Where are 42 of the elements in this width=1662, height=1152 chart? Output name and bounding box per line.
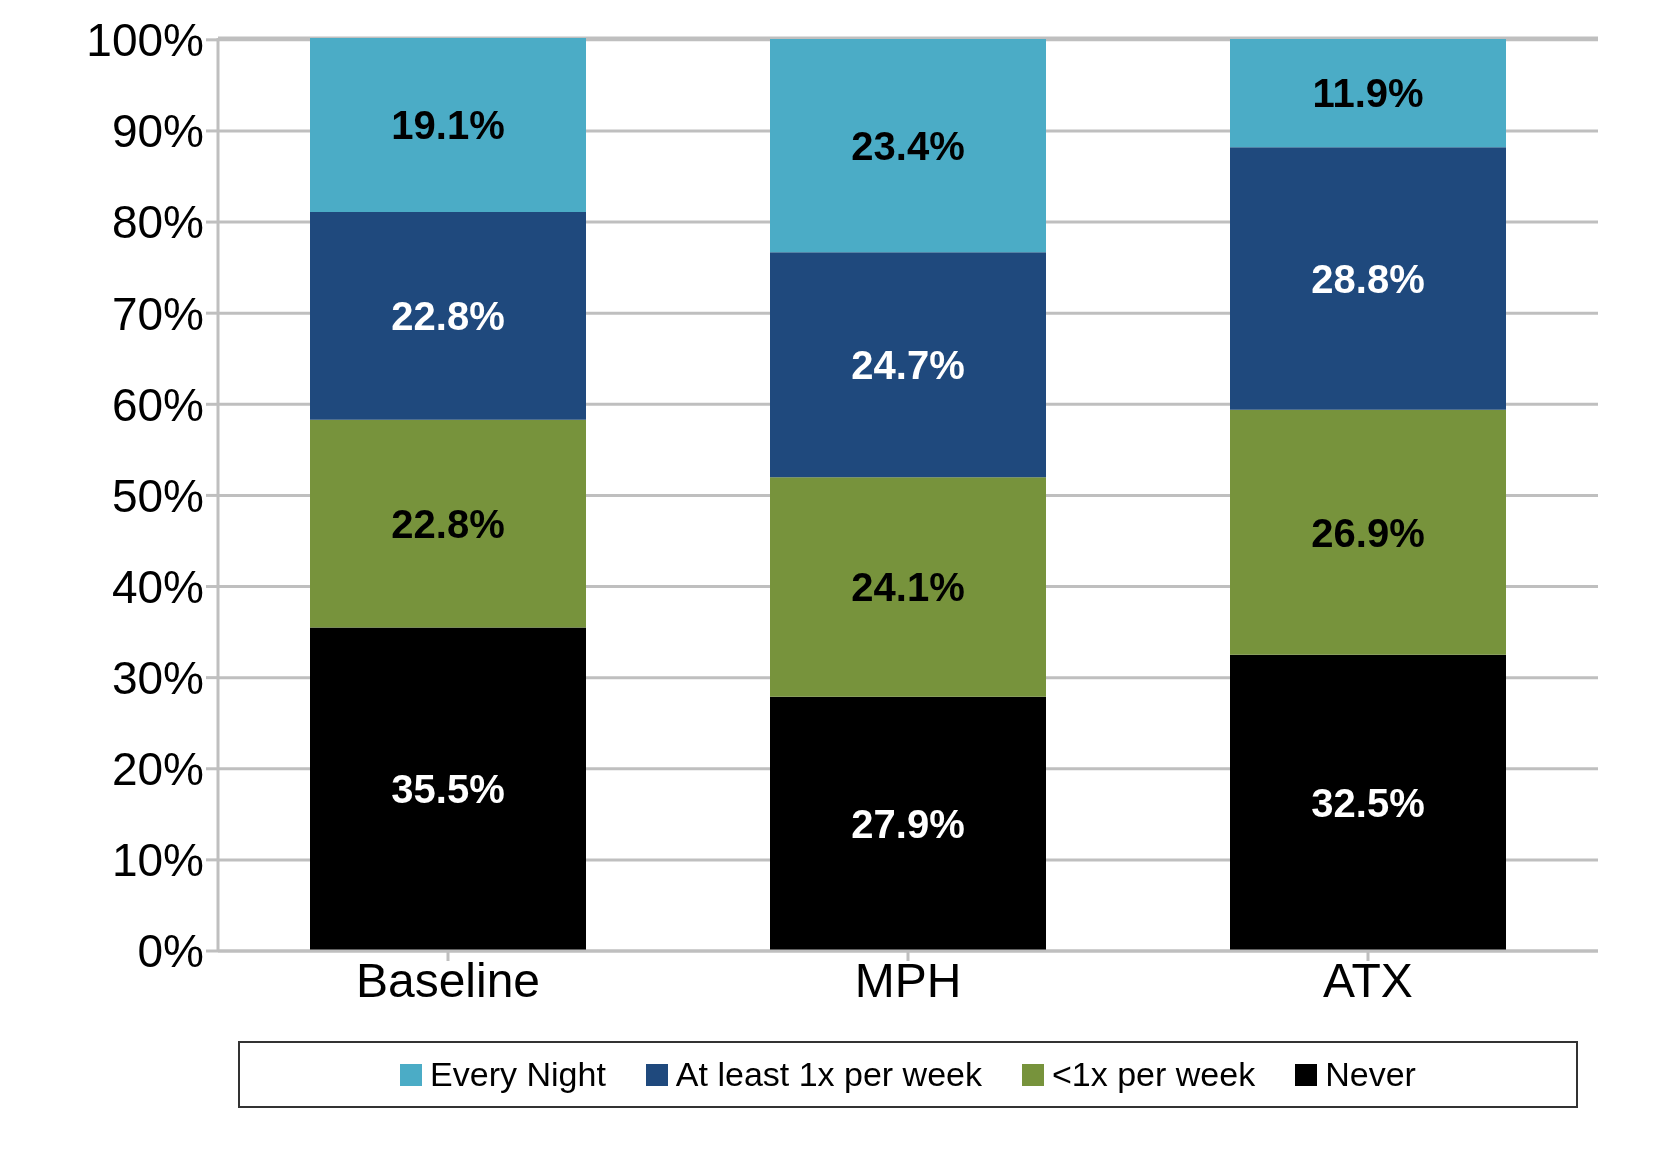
y-tick-label: 40% bbox=[111, 560, 204, 613]
legend-label: Every Night bbox=[429, 1055, 606, 1094]
bar bbox=[310, 627, 586, 951]
data-label: 22.8% bbox=[391, 294, 505, 339]
data-label: 19.1% bbox=[391, 103, 505, 148]
data-label: 27.9% bbox=[851, 802, 965, 847]
data-label: 22.8% bbox=[391, 501, 505, 546]
y-tick-label: 60% bbox=[111, 378, 204, 431]
bar bbox=[770, 252, 1046, 478]
data-label: 24.7% bbox=[851, 342, 965, 387]
data-label: 26.9% bbox=[1311, 510, 1425, 555]
data-label: 32.5% bbox=[1311, 781, 1425, 826]
y-tick-label: 70% bbox=[111, 287, 204, 340]
bar bbox=[770, 477, 1046, 697]
y-tick-label: 100% bbox=[86, 14, 204, 67]
bar bbox=[310, 212, 586, 420]
data-label: 28.8% bbox=[1311, 256, 1425, 301]
data-label: 23.4% bbox=[851, 123, 965, 168]
legend-label: At least 1x per week bbox=[674, 1055, 982, 1094]
y-tick-label: 90% bbox=[111, 105, 204, 158]
legend-label: Never bbox=[1324, 1055, 1416, 1094]
y-tick-label: 50% bbox=[111, 469, 204, 522]
x-tick-label: MPH bbox=[854, 954, 962, 1008]
data-label: 11.9% bbox=[1312, 71, 1424, 116]
y-tick-label: 20% bbox=[111, 743, 204, 796]
bar bbox=[1230, 654, 1506, 951]
y-tick-label: 30% bbox=[111, 651, 204, 704]
y-tick-label: 10% bbox=[111, 834, 204, 887]
bar bbox=[1230, 409, 1506, 655]
x-tick-label: Baseline bbox=[355, 954, 541, 1008]
bar bbox=[1230, 38, 1506, 148]
y-tick-label: 0% bbox=[137, 925, 204, 978]
data-label: 24.1% bbox=[851, 565, 965, 610]
x-tick-label: ATX bbox=[1323, 954, 1413, 1008]
bar bbox=[310, 419, 586, 628]
legend-label: <1x per week bbox=[1051, 1055, 1256, 1094]
bar bbox=[1230, 147, 1506, 410]
bar bbox=[770, 38, 1046, 253]
data-label: 35.5% bbox=[391, 767, 505, 812]
bar bbox=[770, 696, 1046, 951]
bar bbox=[310, 38, 586, 213]
y-tick-label: 80% bbox=[111, 196, 204, 249]
